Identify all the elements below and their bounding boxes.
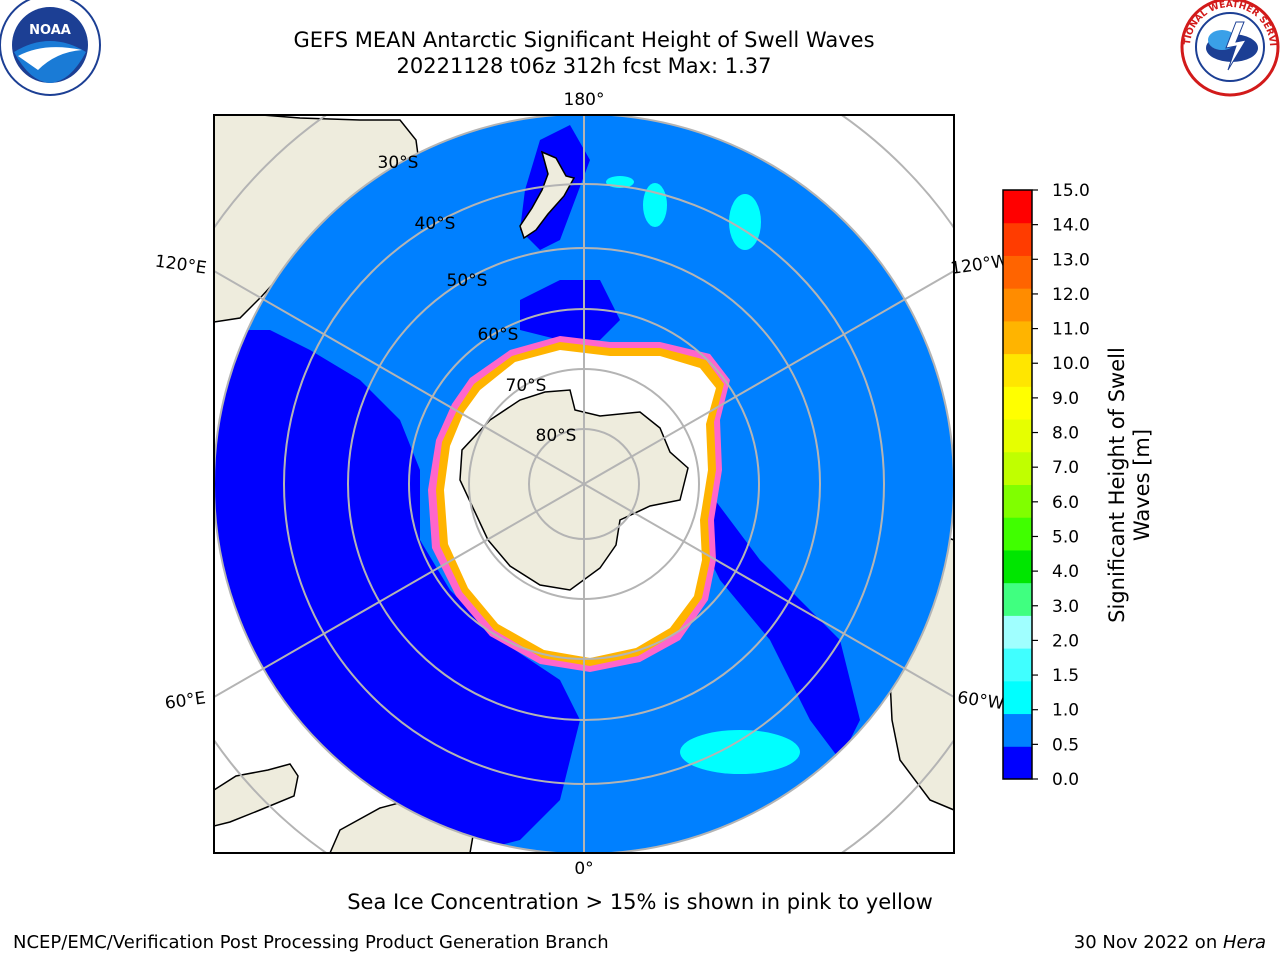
- noaa-logo-text: NOAA: [29, 23, 71, 38]
- colorbar-bin: [1003, 353, 1032, 387]
- colorbar-frame: [1002, 189, 1033, 780]
- colorbar-bin: [1003, 746, 1032, 780]
- colorbar-tick-label: 2.0: [1052, 631, 1079, 651]
- colorbar-tick-label: 10.0: [1052, 354, 1090, 374]
- swell-patch-atlantic: [680, 730, 800, 774]
- colorbar-tick-label: 7.0: [1052, 458, 1079, 478]
- new-zealand-landmass: [519, 150, 576, 240]
- footer-machine: Hera: [1222, 932, 1266, 953]
- colorbar-tick-label: 14.0: [1052, 216, 1090, 236]
- colorbar-bin: [1003, 190, 1032, 224]
- colorbar-bin: [1003, 648, 1032, 682]
- colorbar-tick-label: 0.0: [1052, 770, 1079, 790]
- lon-label-120w: 120°W: [949, 251, 1009, 279]
- colorbar-tick-label: 1.0: [1052, 701, 1079, 721]
- graticule: [214, 115, 954, 853]
- map-area: [214, 115, 954, 853]
- colorbar-bin: [1003, 549, 1032, 584]
- lat-label-80s: 80°S: [536, 426, 577, 446]
- colorbar-tick-label: 15.0: [1052, 181, 1090, 201]
- lon-label-0: 0°: [574, 859, 593, 879]
- lon-label-120e: 120°E: [154, 252, 208, 279]
- sea-ice-caption: Sea Ice Concentration > 15% is shown in …: [347, 890, 933, 914]
- map-frame: [213, 114, 955, 854]
- colorbar-tick-label: 13.0: [1052, 250, 1090, 270]
- colorbar-bin: [1003, 288, 1032, 322]
- chart-title: GEFS MEAN Antarctic Significant Height o…: [293, 28, 875, 52]
- colorbar-tick-label: 9.0: [1052, 389, 1079, 409]
- nws-logo: NATIONAL WEATHER SERVICE: [0, 0, 1280, 97]
- lon-label-60w: 60°W: [956, 688, 1005, 714]
- lat-label-60s: 60°S: [478, 325, 519, 345]
- lat-label-70s: 70°S: [506, 376, 547, 396]
- colorbar-bin: [1003, 255, 1032, 289]
- lat-label-40s: 40°S: [415, 214, 456, 234]
- colorbar-bin: [1003, 419, 1032, 453]
- colorbar-tick-label: 3.0: [1052, 597, 1079, 617]
- colorbar-tick-label: 5.0: [1052, 527, 1079, 547]
- noaa-logo: NOAA: [0, 0, 101, 96]
- colorbar-tick-label: 11.0: [1052, 320, 1090, 340]
- lat-label-50s: 50°S: [447, 271, 488, 291]
- colorbar-label: Significant Height of Swell Waves [m]: [1105, 347, 1154, 623]
- colorbar-tick-label: 12.0: [1052, 285, 1090, 305]
- colorbar-bin: [1003, 320, 1032, 355]
- colorbar-bin: [1003, 582, 1032, 616]
- colorbar-tick-label: 0.5: [1052, 735, 1079, 755]
- colorbar-bin: [1003, 222, 1032, 256]
- colorbar-tick-label: 4.0: [1052, 562, 1079, 582]
- lon-label-60e: 60°E: [164, 688, 207, 713]
- colorbar-bin: [1003, 615, 1032, 649]
- madagascar-landmass: [214, 763, 299, 827]
- colorbar-tick-label: 8.0: [1052, 424, 1079, 444]
- colorbar-bin: [1003, 713, 1032, 747]
- colorbar-tick-label: 1.5: [1052, 666, 1079, 686]
- colorbar-bin: [1003, 386, 1032, 420]
- nws-logo-text: NATIONAL WEATHER SERVICE: [0, 0, 1277, 46]
- colorbar-bin: [1003, 680, 1032, 715]
- colorbar-tick-label: 6.0: [1052, 493, 1079, 513]
- footer-date: 30 Nov 2022 on Hera: [1073, 932, 1266, 953]
- footer-credit: NCEP/EMC/Verification Post Processing Pr…: [13, 932, 609, 953]
- colorbar: 15.0 14.0 13.0 12.0 11.0 10.0 9.0 8.0 7.0 6.0 5.0 4…: [1002, 181, 1090, 790]
- lat-label-30s: 30°S: [378, 153, 419, 173]
- low-swell-region-drake: [690, 480, 860, 760]
- swell-patch-pacific-1: [729, 194, 761, 250]
- colorbar-bin: [1003, 451, 1032, 485]
- colorbar-bin: [1003, 484, 1032, 518]
- colorbar-bin: [1003, 517, 1032, 551]
- svg-text:NATIONAL WEATHER SERVICE: NATIONAL WEATHER SERVICE: [0, 0, 1277, 46]
- chart-subtitle: 20221128 t06z 312h fcst Max: 1.37: [396, 54, 772, 78]
- lon-label-180: 180°: [564, 90, 605, 110]
